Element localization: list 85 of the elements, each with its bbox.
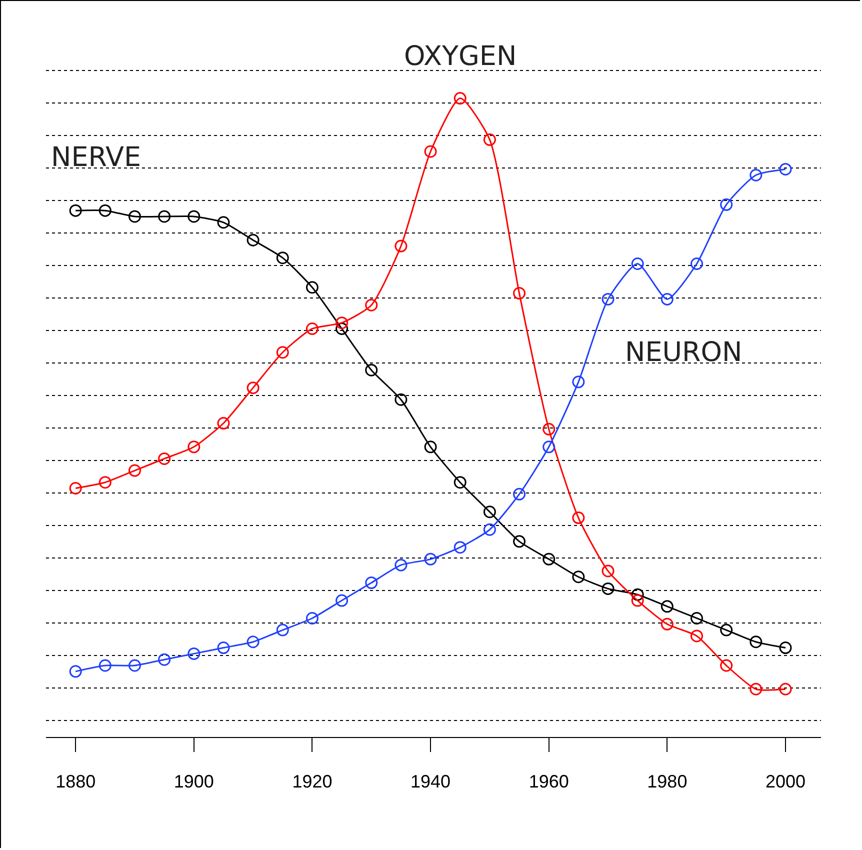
point — [128, 659, 141, 672]
point — [750, 168, 762, 182]
point — [69, 665, 82, 678]
point — [424, 440, 437, 454]
point — [69, 482, 82, 495]
point — [276, 252, 289, 264]
point — [424, 552, 437, 566]
point — [454, 541, 466, 554]
point — [572, 512, 585, 524]
point — [394, 558, 408, 572]
point — [246, 636, 260, 648]
point — [513, 488, 526, 500]
point — [631, 588, 644, 601]
point — [276, 624, 289, 636]
point — [188, 647, 200, 660]
point — [631, 257, 644, 270]
x-tick-label: 1900 — [174, 772, 214, 792]
point — [246, 382, 260, 394]
point — [542, 422, 556, 436]
point — [365, 364, 378, 376]
point — [276, 346, 289, 359]
point — [217, 417, 230, 430]
series-label: OXYGEN — [404, 41, 517, 72]
point — [483, 523, 496, 536]
point — [306, 281, 318, 294]
point — [365, 576, 378, 590]
point — [158, 210, 171, 223]
point — [572, 570, 585, 584]
point — [542, 552, 556, 566]
point — [572, 376, 585, 388]
series-label: NERVE — [51, 142, 142, 173]
point — [128, 210, 141, 223]
point — [513, 287, 526, 300]
point — [660, 292, 674, 306]
point — [483, 506, 496, 518]
point — [779, 682, 792, 696]
point — [750, 682, 762, 696]
x-tick-label: 1980 — [647, 772, 688, 792]
point — [158, 653, 171, 666]
point — [720, 624, 733, 636]
point — [98, 204, 112, 217]
point — [602, 582, 614, 595]
point — [690, 257, 704, 270]
point — [690, 630, 704, 642]
point — [602, 292, 614, 306]
x-tick-label: 1880 — [56, 772, 96, 792]
x-tick-label: 1960 — [528, 772, 569, 792]
point — [365, 298, 378, 312]
point — [779, 162, 792, 176]
point — [454, 92, 466, 105]
point — [158, 452, 171, 465]
point — [424, 145, 437, 158]
point — [336, 322, 348, 335]
point — [720, 659, 733, 672]
series-label: NEURON — [625, 337, 742, 368]
x-tick-label: 1920 — [292, 772, 332, 792]
point — [542, 440, 556, 454]
x-tick-label: 1940 — [410, 772, 451, 792]
point — [483, 133, 496, 146]
x-tick-label: 2000 — [765, 772, 806, 792]
point — [394, 393, 408, 406]
point — [690, 612, 704, 624]
point — [602, 564, 614, 578]
point — [631, 594, 644, 607]
point — [660, 618, 674, 630]
point — [306, 612, 318, 624]
point — [336, 594, 348, 607]
point — [336, 316, 348, 330]
point — [720, 198, 733, 211]
point — [454, 476, 466, 489]
point — [779, 642, 792, 654]
point — [98, 659, 112, 672]
point — [306, 322, 318, 335]
point — [188, 210, 200, 223]
point — [98, 476, 112, 489]
point — [188, 440, 200, 454]
point — [660, 600, 674, 613]
point — [750, 636, 762, 648]
point — [394, 240, 408, 252]
point — [217, 642, 230, 654]
point — [246, 234, 260, 246]
point — [128, 464, 141, 477]
point — [217, 216, 230, 229]
point — [513, 535, 526, 548]
point — [69, 204, 82, 217]
